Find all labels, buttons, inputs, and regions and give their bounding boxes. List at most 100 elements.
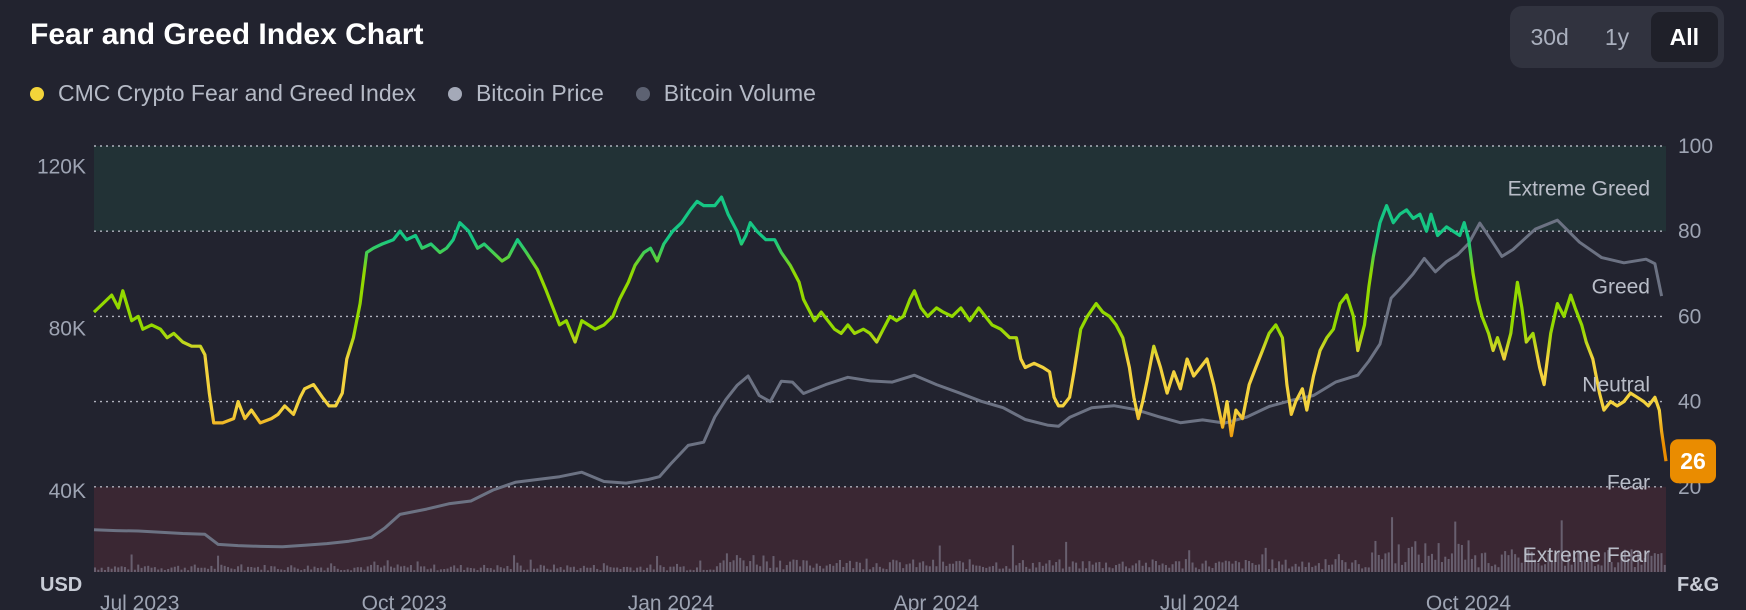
volume-bar xyxy=(868,569,871,572)
volume-bar xyxy=(1337,554,1340,572)
volume-bar xyxy=(925,565,928,572)
volume-bar xyxy=(1580,560,1583,572)
volume-bar xyxy=(632,570,635,572)
volume-bar xyxy=(1061,568,1064,572)
volume-bar xyxy=(1494,564,1497,572)
volume-bar xyxy=(1284,559,1287,572)
volume-bar xyxy=(988,566,991,572)
zone-label: Neutral xyxy=(1582,374,1650,397)
volume-bar xyxy=(589,567,592,572)
volume-bar xyxy=(336,568,339,572)
volume-bar xyxy=(1607,550,1610,572)
volume-bar xyxy=(1447,558,1450,572)
range-1y-button[interactable]: 1y xyxy=(1604,24,1630,50)
volume-bar xyxy=(1627,558,1630,572)
volume-bar xyxy=(107,566,110,572)
volume-bar xyxy=(453,565,456,572)
volume-bar xyxy=(965,569,968,572)
volume-bar xyxy=(576,569,579,572)
volume-bar xyxy=(436,570,439,572)
range-30d-button[interactable]: 30d xyxy=(1530,24,1569,50)
volume-bar xyxy=(1065,541,1068,572)
legend-item-bitcoin-price[interactable]: Bitcoin Price xyxy=(447,80,604,107)
volume-bar xyxy=(792,559,795,572)
volume-bar xyxy=(546,568,549,572)
volume-bar xyxy=(536,568,539,572)
volume-bar xyxy=(1477,567,1480,572)
volume-bar xyxy=(682,566,685,572)
volume-bar xyxy=(1264,547,1267,572)
volume-bar xyxy=(1214,562,1217,572)
volume-bar xyxy=(177,565,180,572)
legend-item-bitcoin-volume[interactable]: Bitcoin Volume xyxy=(635,80,816,107)
volume-bar xyxy=(1500,554,1503,572)
volume-bar xyxy=(975,565,978,572)
volume-bar xyxy=(399,566,402,572)
volume-bar xyxy=(1347,568,1350,572)
volume-bar xyxy=(672,566,675,572)
volume-bar xyxy=(1583,559,1586,572)
x-tick: Jul 2023 xyxy=(100,592,179,610)
zone-label: Extreme Fear xyxy=(1523,544,1650,567)
volume-bar xyxy=(962,562,965,572)
volume-bar xyxy=(789,561,792,572)
volume-bar xyxy=(187,570,190,572)
volume-bar xyxy=(1427,555,1430,572)
volume-bar xyxy=(705,569,708,572)
range-all-button[interactable]: All xyxy=(1650,12,1718,62)
volume-bar xyxy=(416,561,419,572)
volume-bar xyxy=(852,568,855,572)
volume-bar xyxy=(1005,566,1008,572)
volume-bar xyxy=(1281,564,1284,572)
volume-bar xyxy=(197,567,200,572)
volume-bar xyxy=(237,566,240,572)
volume-bar xyxy=(1577,551,1580,572)
volume-bar xyxy=(340,569,343,572)
y-tick-right: 40 xyxy=(1678,391,1701,414)
volume-bar xyxy=(722,560,725,572)
volume-bar xyxy=(1597,564,1600,572)
zone-label: Extreme Greed xyxy=(1508,178,1650,201)
volume-bar xyxy=(260,569,263,572)
volume-bar xyxy=(493,569,496,572)
volume-bar xyxy=(1467,540,1470,572)
volume-bar xyxy=(1327,564,1330,572)
volume-bar xyxy=(662,566,665,572)
volume-bar xyxy=(296,568,299,572)
volume-bar xyxy=(822,568,825,572)
current-value-text: 26 xyxy=(1680,448,1706,474)
volume-bar xyxy=(100,567,103,572)
volume-bar xyxy=(646,567,649,572)
volume-bar xyxy=(666,570,669,572)
volume-bar xyxy=(97,569,100,572)
volume-bar xyxy=(1530,551,1533,572)
volume-bar xyxy=(978,565,981,572)
volume-bar xyxy=(1231,563,1234,572)
volume-bar xyxy=(266,570,269,572)
volume-bar xyxy=(1394,563,1397,572)
volume-bar xyxy=(516,562,519,572)
volume-bar xyxy=(313,566,316,572)
volume-bar xyxy=(875,563,878,572)
volume-bar xyxy=(636,567,639,572)
legend-dot-icon xyxy=(635,86,650,101)
volume-bar xyxy=(835,563,838,572)
volume-bar xyxy=(656,555,659,572)
volume-bar xyxy=(376,565,379,572)
volume-bar xyxy=(323,570,326,572)
volume-bar xyxy=(1520,562,1523,572)
volume-bar xyxy=(1620,552,1623,572)
zone-label: Greed xyxy=(1592,276,1650,299)
volume-bar xyxy=(286,567,289,572)
volume-bar xyxy=(1015,565,1018,572)
legend-item-fear-greed[interactable]: CMC Crypto Fear and Greed Index xyxy=(30,80,416,107)
volume-bar xyxy=(685,570,688,572)
fear-greed-series xyxy=(92,195,1668,462)
volume-bar xyxy=(799,566,802,572)
volume-bar xyxy=(616,567,619,572)
volume-bar xyxy=(1241,568,1244,572)
volume-bar xyxy=(955,561,958,572)
volume-bar xyxy=(133,569,136,572)
volume-bar xyxy=(147,565,150,572)
volume-bar xyxy=(1045,563,1048,572)
